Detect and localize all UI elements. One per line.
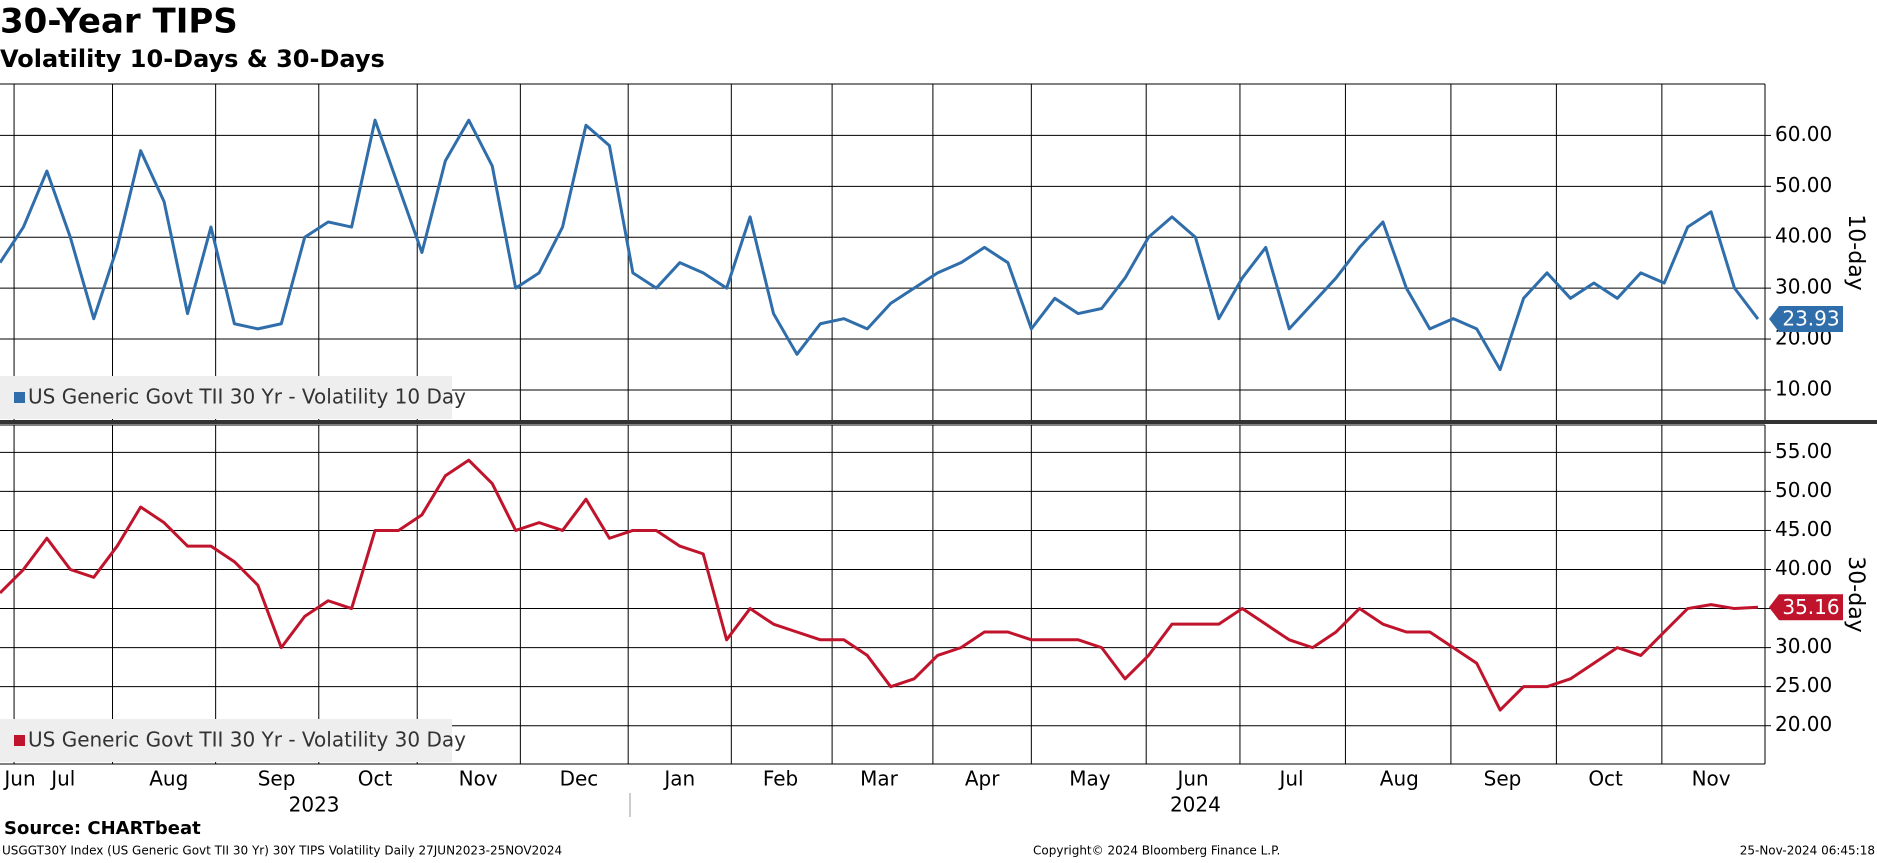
y-tick-label: 40.00 [1775, 224, 1832, 248]
y-tick-label: 50.00 [1775, 173, 1832, 197]
x-tick-label: Mar [860, 767, 899, 791]
legend-swatch [14, 392, 25, 403]
last-value-label: 35.16 [1782, 595, 1839, 619]
x-tick-label: Jun [1175, 767, 1208, 791]
x-tick-label: Aug [149, 767, 188, 791]
y-tick-label: 60.00 [1775, 122, 1832, 146]
x-tick-label: Nov [459, 767, 498, 791]
x-tick-label: Jan [662, 767, 695, 791]
description: USGGT30Y Index (US Generic Govt TII 30 Y… [2, 844, 562, 858]
y-tick-label: 30.00 [1775, 634, 1832, 658]
x-tick-label: Nov [1692, 767, 1731, 791]
x-tick-label: Feb [763, 767, 798, 791]
legend-swatch [14, 735, 25, 746]
x-tick-label: Sep [1484, 767, 1522, 791]
source: Source: CHARTbeat [4, 818, 201, 839]
x-tick-label: Oct [1588, 767, 1623, 791]
x-tick-label: Oct [358, 767, 393, 791]
legend-label: US Generic Govt TII 30 Yr - Volatility 3… [28, 728, 466, 752]
y-tick-label: 40.00 [1775, 556, 1832, 580]
series-line [0, 458, 1759, 712]
x-tick-label: May [1069, 767, 1111, 791]
x-tick-label: Jul [1277, 767, 1303, 791]
last-value-tag [1769, 594, 1843, 621]
legend-box [0, 376, 452, 419]
y-tick-label: 45.00 [1775, 517, 1832, 541]
last-value-tag [1769, 306, 1843, 333]
x-tick-label: Dec [560, 767, 599, 791]
x-tick-label: Apr [965, 767, 1000, 791]
legend-label: US Generic Govt TII 30 Yr - Volatility 1… [28, 385, 466, 409]
copyright: Copyright© 2024 Bloomberg Finance L.P. [1033, 844, 1280, 858]
chart-subtitle: Volatility 10-Days & 30-Days [0, 45, 385, 73]
timestamp: 25-Nov-2024 06:45:18 [1740, 844, 1875, 858]
y-tick-label: 50.00 [1775, 478, 1832, 502]
y-tick-label: 10.00 [1775, 376, 1832, 400]
year-label: 2023 [289, 793, 340, 817]
y-tick-label: 25.00 [1775, 673, 1832, 697]
y-tick-label: 20.00 [1775, 712, 1832, 736]
x-tick-label: Sep [258, 767, 296, 791]
chart-title: 30-Year TIPS [0, 2, 238, 42]
panel-divider [0, 420, 1877, 424]
x-tick-label: Aug [1380, 767, 1419, 791]
legend-box [0, 719, 452, 762]
x-tick-label: Jul [49, 767, 75, 791]
y-tick-label: 55.00 [1775, 439, 1832, 463]
y-axis-label: 10-day [1843, 214, 1868, 290]
series-line [0, 118, 1760, 372]
year-label: 2024 [1170, 793, 1221, 817]
y-axis-label: 30-day [1843, 556, 1868, 632]
y-tick-label: 30.00 [1775, 275, 1832, 299]
last-value-label: 23.93 [1782, 307, 1839, 331]
x-tick-label: Jun [2, 767, 35, 791]
